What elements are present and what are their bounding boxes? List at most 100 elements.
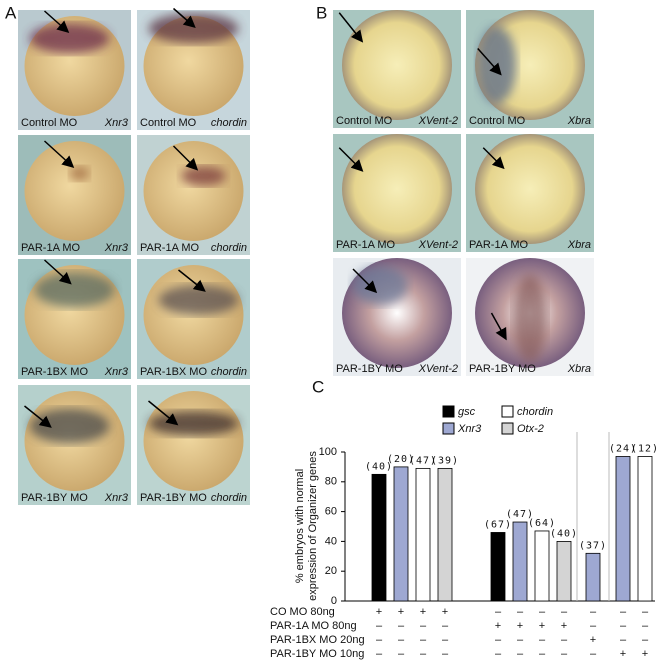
- arrow: [490, 312, 507, 341]
- treatment-mark: –: [539, 606, 546, 618]
- arrow: [172, 145, 199, 171]
- stain: [34, 272, 115, 308]
- gene-label: Xnr3: [104, 242, 129, 254]
- gene-label: XVent-2: [418, 115, 458, 127]
- treatment-mark: –: [539, 634, 546, 646]
- legend-label: Otx-2: [517, 423, 544, 435]
- treatment-mark: –: [398, 648, 405, 660]
- y-tick-label: 40: [325, 535, 337, 547]
- n-label: (47): [506, 509, 534, 520]
- condition-label: Control MO: [336, 115, 393, 127]
- treatment-mark: –: [590, 620, 597, 632]
- bar: [534, 530, 550, 602]
- gene-label: Xnr3: [104, 117, 129, 129]
- bar: [615, 456, 631, 602]
- treatment-mark: –: [495, 634, 502, 646]
- y-axis-label: expression of Organizer genes: [307, 451, 319, 601]
- arrow: [338, 147, 364, 172]
- legend-swatch: [442, 405, 455, 418]
- treatment-label: PAR-1A MO 80ng: [270, 620, 357, 632]
- y-tick-label: 80: [325, 476, 337, 488]
- treatment-mark: –: [420, 634, 427, 646]
- embryo-photo: Control MO Xbra: [466, 10, 594, 128]
- gene-label: Xnr3: [104, 366, 129, 378]
- condition-label: PAR-1BY MO: [21, 492, 88, 504]
- arrow: [43, 140, 75, 169]
- condition-label: Control MO: [140, 117, 197, 129]
- embryo-photo: Control MO chordin: [137, 7, 250, 130]
- condition-label: PAR-1BY MO: [336, 363, 403, 375]
- stain: [29, 23, 110, 54]
- treatment-mark: –: [442, 634, 449, 646]
- treatment-mark: –: [495, 648, 502, 660]
- gene-label: XVent-2: [418, 239, 458, 251]
- panel-label: C: [312, 377, 324, 396]
- gene-label: chordin: [211, 366, 247, 378]
- embryo-photo: PAR-1A MO XVent-2: [333, 134, 461, 252]
- condition-label: PAR-1A MO: [140, 242, 200, 254]
- embryo-photo: Control MO XVent-2: [333, 10, 461, 128]
- condition-label: PAR-1BX MO: [21, 366, 88, 378]
- bar: [556, 541, 572, 602]
- treatment-mark: –: [376, 634, 383, 646]
- y-tick-label: 100: [319, 446, 337, 458]
- treatment-mark: –: [376, 648, 383, 660]
- stain: [148, 411, 239, 436]
- treatment-mark: +: [495, 620, 501, 632]
- embryo-photo: PAR-1A MO Xnr3: [18, 135, 131, 255]
- condition-label: Control MO: [469, 115, 526, 127]
- treatment-mark: +: [420, 606, 426, 618]
- treatment-mark: –: [642, 620, 649, 632]
- embryo-photo: PAR-1BY MO XVent-2: [333, 258, 461, 376]
- n-label: (67): [484, 519, 512, 530]
- y-tick-label: 20: [325, 565, 337, 577]
- embryo: [475, 134, 585, 244]
- embryo: [143, 16, 244, 116]
- treatment-mark: –: [561, 606, 568, 618]
- embryo: [24, 141, 125, 241]
- embryo: [143, 141, 244, 241]
- bar: [512, 521, 528, 602]
- treatment-mark: –: [442, 648, 449, 660]
- treatment-mark: –: [398, 634, 405, 646]
- treatment-mark: –: [517, 634, 524, 646]
- legend-label: Xnr3: [457, 423, 482, 435]
- legend-swatch: [501, 422, 514, 435]
- bar: [437, 467, 453, 602]
- embryo-photo: PAR-1BX MO Xnr3: [18, 259, 131, 379]
- treatment-mark: +: [376, 606, 382, 618]
- treatment-mark: –: [620, 634, 627, 646]
- embryo-photo: PAR-1BY MO chordin: [137, 385, 250, 505]
- gene-label: chordin: [211, 492, 247, 504]
- embryo-photo: PAR-1BY MO Xbra: [466, 258, 594, 376]
- n-label: (37): [579, 540, 607, 551]
- panel-label: B: [316, 3, 327, 22]
- arrow: [148, 400, 179, 426]
- treatment-label: PAR-1BY MO 10ng: [270, 648, 364, 660]
- embryo: [143, 391, 244, 491]
- condition-label: PAR-1A MO: [469, 239, 529, 251]
- gene-label: chordin: [211, 117, 247, 129]
- condition-label: PAR-1BY MO: [140, 492, 207, 504]
- condition-label: PAR-1A MO: [21, 242, 81, 254]
- treatment-mark: +: [442, 606, 448, 618]
- embryo-photo: PAR-1BY MO Xnr3: [18, 385, 131, 505]
- n-label: (24): [609, 443, 637, 454]
- legend-swatch: [501, 405, 514, 418]
- gene-label: XVent-2: [418, 363, 458, 375]
- arrow: [477, 48, 502, 76]
- n-label: (12): [631, 443, 659, 454]
- arrow: [352, 268, 378, 294]
- embryo: [342, 10, 452, 120]
- treatment-mark: –: [539, 648, 546, 660]
- treatment-mark: –: [376, 620, 383, 632]
- arrow: [24, 405, 52, 428]
- treatment-mark: –: [620, 606, 627, 618]
- embryo-photo: PAR-1A MO chordin: [137, 135, 250, 255]
- bar: [415, 467, 431, 602]
- condition-label: PAR-1A MO: [336, 239, 396, 251]
- n-label: (40): [365, 461, 393, 472]
- gene-label: Xbra: [567, 363, 591, 375]
- embryo: [342, 134, 452, 244]
- gene-label: Xbra: [567, 115, 591, 127]
